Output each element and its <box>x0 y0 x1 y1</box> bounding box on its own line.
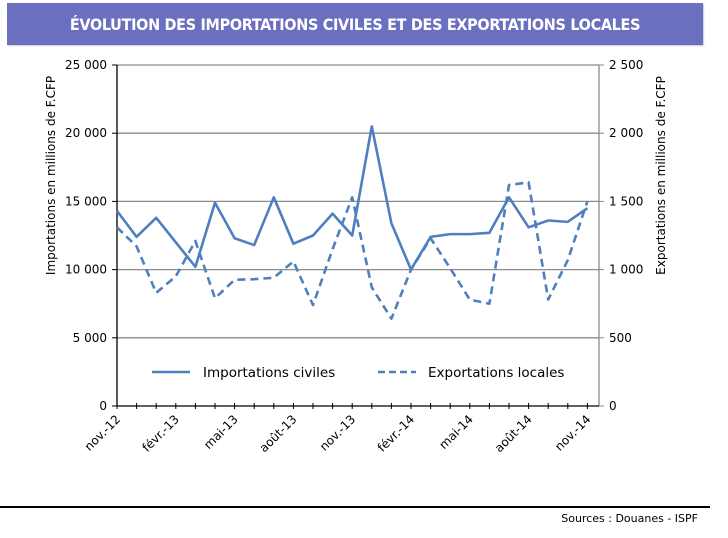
y-tick-label: 20 000 <box>65 126 107 140</box>
y2-tick-label: 2 000 <box>609 126 643 140</box>
x-tick-label: août-14 <box>492 412 535 455</box>
y2-tick-label: 2 500 <box>609 58 643 72</box>
series-line-exportations <box>116 181 589 321</box>
y-tick-label: 15 000 <box>65 194 107 208</box>
legend-label: Importations civiles <box>203 365 335 381</box>
legend-label: Exportations locales <box>428 365 564 381</box>
x-tick-label: nov.-12 <box>82 412 123 453</box>
y-tick-label: 0 <box>99 399 107 413</box>
y2-tick-label: 1 000 <box>609 263 643 277</box>
y-tick-label: 10 000 <box>65 263 107 277</box>
x-tick-label: mai-14 <box>436 412 476 452</box>
y2-tick-label: 500 <box>609 331 632 345</box>
y2-axis-title: Exportations en millions de F.CFP <box>654 76 668 275</box>
y-axis-title: Importations en millions de F.CFP <box>44 76 58 275</box>
x-tick-label: nov.-14 <box>552 412 593 453</box>
y-tick-label: 5 000 <box>73 331 107 345</box>
x-tick-label: févr.-14 <box>375 412 417 454</box>
chart-title-bar: ÉVOLUTION DES IMPORTATIONS CIVILES ET DE… <box>7 3 703 45</box>
x-tick-label: août-13 <box>257 412 300 455</box>
chart-title: ÉVOLUTION DES IMPORTATIONS CIVILES ET DE… <box>69 14 641 34</box>
x-tick-label: févr.-13 <box>140 412 182 454</box>
y2-tick-label: 0 <box>609 399 617 413</box>
x-tick-label: nov.-13 <box>317 412 358 453</box>
source-note: Sources : Douanes - ISPF <box>561 512 698 525</box>
y2-tick-label: 1 500 <box>609 194 643 208</box>
x-tick-label: mai-13 <box>201 412 241 452</box>
y-tick-label: 25 000 <box>65 58 107 72</box>
divider <box>0 506 710 508</box>
